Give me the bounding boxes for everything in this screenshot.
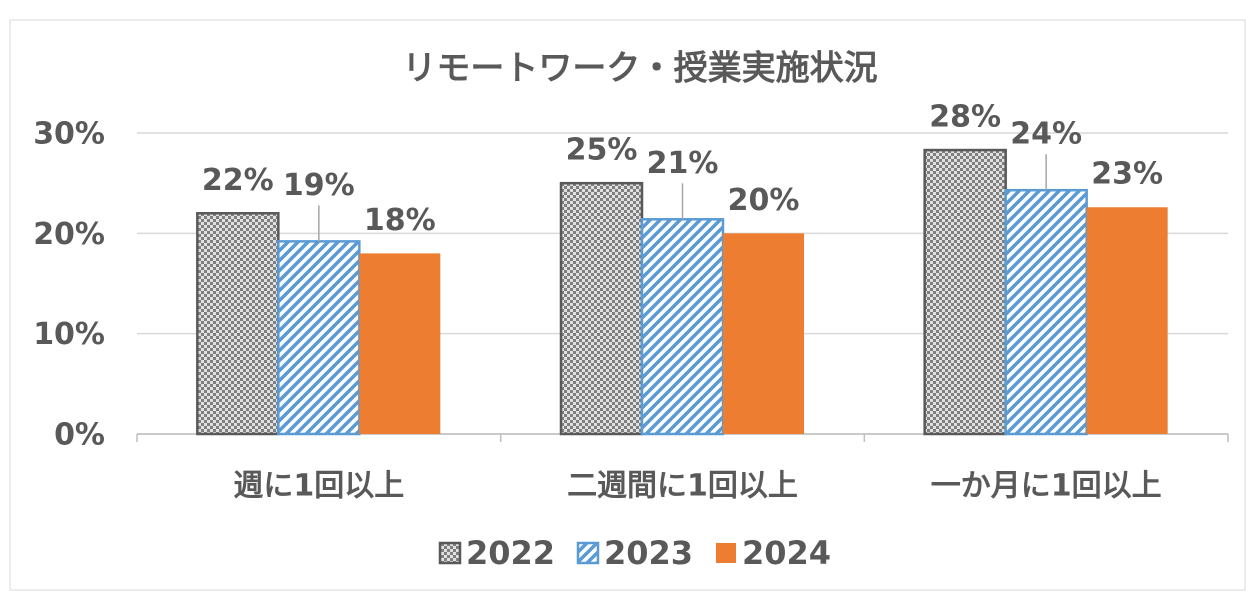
y-tick-label: 20% bbox=[33, 217, 105, 252]
data-label: 20% bbox=[728, 183, 800, 218]
bar bbox=[1086, 207, 1168, 434]
x-tick-label: 一か月に1回以上 bbox=[931, 469, 1162, 504]
legend-label: 2024 bbox=[742, 534, 831, 572]
legend-label: 2023 bbox=[604, 534, 693, 572]
x-tick-label: 二週間に1回以上 bbox=[567, 469, 798, 504]
bar bbox=[559, 181, 644, 436]
legend-swatch bbox=[716, 543, 736, 563]
data-label: 18% bbox=[364, 203, 436, 238]
bar bbox=[640, 218, 725, 436]
y-tick-label: 0% bbox=[54, 418, 105, 453]
legend-label: 2022 bbox=[466, 534, 555, 572]
data-label: 24% bbox=[1010, 117, 1082, 152]
bar bbox=[923, 148, 1007, 436]
data-label: 22% bbox=[202, 163, 274, 198]
data-label: 21% bbox=[647, 146, 719, 181]
bar bbox=[359, 253, 441, 434]
bar bbox=[196, 212, 280, 436]
bar bbox=[277, 240, 361, 436]
y-tick-label: 10% bbox=[33, 317, 105, 352]
chart-title: リモートワーク・授業実施状況 bbox=[402, 49, 877, 89]
bar bbox=[1004, 188, 1088, 436]
y-tick-label: 30% bbox=[33, 117, 105, 152]
data-label: 23% bbox=[1091, 157, 1163, 192]
data-label: 25% bbox=[566, 133, 638, 168]
legend-swatch bbox=[576, 541, 600, 565]
x-tick-label: 週に1回以上 bbox=[233, 469, 404, 504]
bar bbox=[723, 233, 804, 434]
legend-swatch bbox=[438, 541, 462, 565]
data-label: 19% bbox=[283, 168, 355, 203]
data-label: 28% bbox=[929, 100, 1001, 135]
